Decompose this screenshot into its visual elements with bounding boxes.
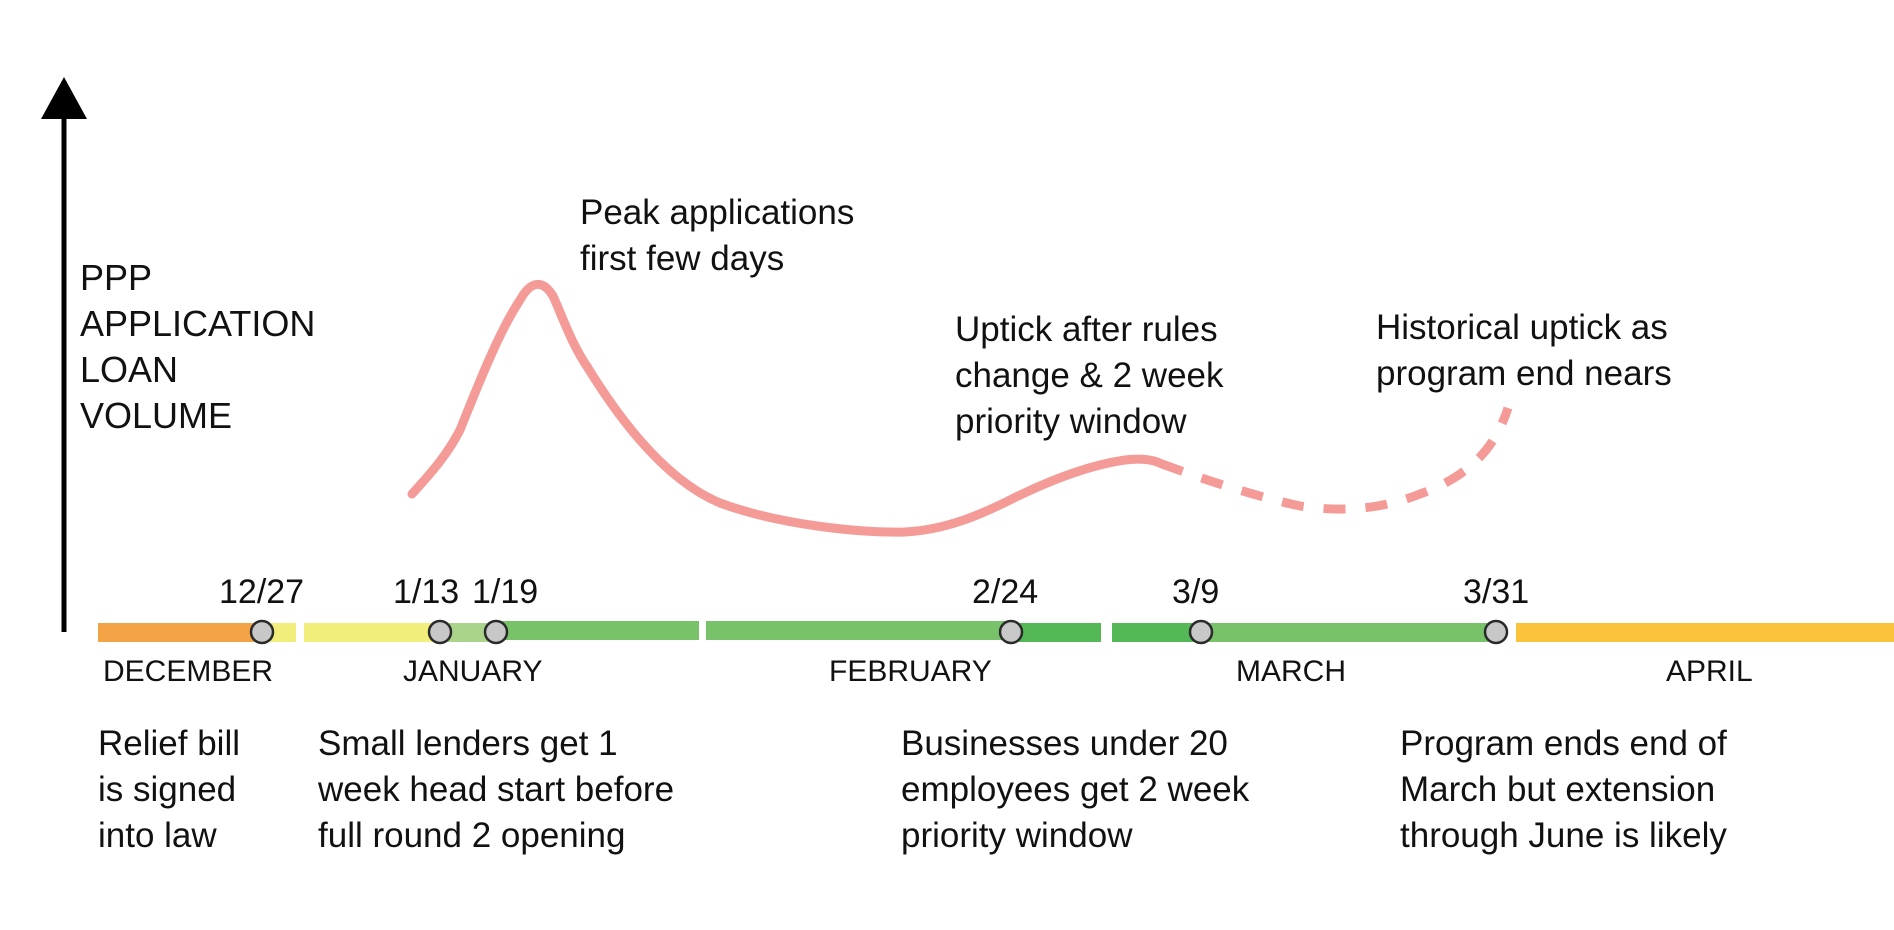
volume-curve-solid [407, 280, 1167, 537]
annotation-historical: Historical uptick as program end nears [1376, 305, 1672, 397]
milestone-date-1-13: 1/13 [393, 573, 460, 611]
timeline-segment-december [98, 623, 260, 642]
annotation-line: Peak applications [580, 193, 855, 232]
description-line: Relief bill [98, 724, 240, 763]
milestone-date-2-24: 2/24 [972, 573, 1039, 611]
timeline-segment-january-end [496, 621, 699, 640]
month-label-january: JANUARY [403, 655, 543, 688]
milestone-marker-1-19[interactable] [483, 619, 509, 645]
timeline-segment-february [706, 621, 1011, 640]
timeline-bar [98, 621, 1894, 642]
milestone-date-3-31: 3/31 [1463, 573, 1530, 611]
milestone-date-12-27: 12/27 [219, 573, 305, 611]
annotation-peak: Peak applications first few days [580, 190, 854, 282]
description-line: Program ends end of [1400, 724, 1727, 763]
milestone-marker-2-24[interactable] [998, 619, 1024, 645]
y-axis-label-line: VOLUME [80, 395, 233, 436]
description-line: Small lenders get 1 [318, 724, 618, 763]
annotation-line: Historical uptick as [1376, 308, 1668, 347]
description-line: priority window [901, 816, 1133, 855]
milestone-marker-12-27[interactable] [249, 619, 275, 645]
annotation-line: Uptick after rules [955, 310, 1218, 349]
annotation-line: change & 2 week [955, 356, 1224, 395]
milestone-marker-3-9[interactable] [1188, 619, 1214, 645]
description-line: March but extension [1400, 770, 1716, 809]
timeline-segment-january-head-start [440, 623, 496, 642]
description-line: through June is likely [1400, 816, 1727, 855]
milestone-date-3-9: 3/9 [1172, 573, 1220, 611]
timeline-segment-march [1201, 623, 1496, 642]
milestone-marker-3-31[interactable] [1483, 619, 1509, 645]
milestone-description-2-24: Businesses under 20 employees get 2 week… [901, 721, 1249, 859]
timeline-segment-april [1516, 623, 1894, 642]
milestone-marker-1-13[interactable] [427, 619, 453, 645]
month-label-march: MARCH [1236, 655, 1346, 688]
y-axis-label-line: APPLICATION [80, 303, 316, 344]
milestone-date-1-19: 1/19 [472, 573, 539, 611]
y-axis-label-line: LOAN [80, 349, 179, 390]
annotation-line: program end nears [1376, 354, 1672, 393]
description-line: is signed [98, 770, 237, 809]
y-axis-label: PPP APPLICATION LOAN VOLUME [80, 255, 315, 439]
milestone-markers [249, 619, 1509, 645]
description-line: full round 2 opening [318, 816, 626, 855]
description-line: Businesses under 20 [901, 724, 1228, 763]
month-label-february: FEBRUARY [829, 655, 992, 688]
timeline-segment-march-start [1112, 623, 1201, 642]
y-axis-label-line: PPP [80, 257, 153, 298]
y-axis-arrowhead [41, 77, 87, 119]
timeline-segment-february-priority [1011, 623, 1101, 642]
annotation-line: first few days [580, 239, 785, 278]
description-line: week head start before [318, 770, 675, 809]
description-line: employees get 2 week [901, 770, 1250, 809]
annotation-uptick: Uptick after rules change & 2 week prior… [955, 307, 1224, 445]
month-label-april: APRIL [1666, 655, 1753, 688]
description-line: into law [98, 816, 217, 855]
timeline-segment-january-start [304, 623, 440, 642]
milestone-description-3-31: Program ends end of March but extension … [1400, 721, 1727, 859]
milestone-description-12-27: Relief bill is signed into law [98, 721, 240, 859]
annotation-line: priority window [955, 402, 1187, 441]
milestone-description-1-13: Small lenders get 1 week head start befo… [318, 721, 674, 859]
month-label-december: DECEMBER [103, 655, 274, 688]
